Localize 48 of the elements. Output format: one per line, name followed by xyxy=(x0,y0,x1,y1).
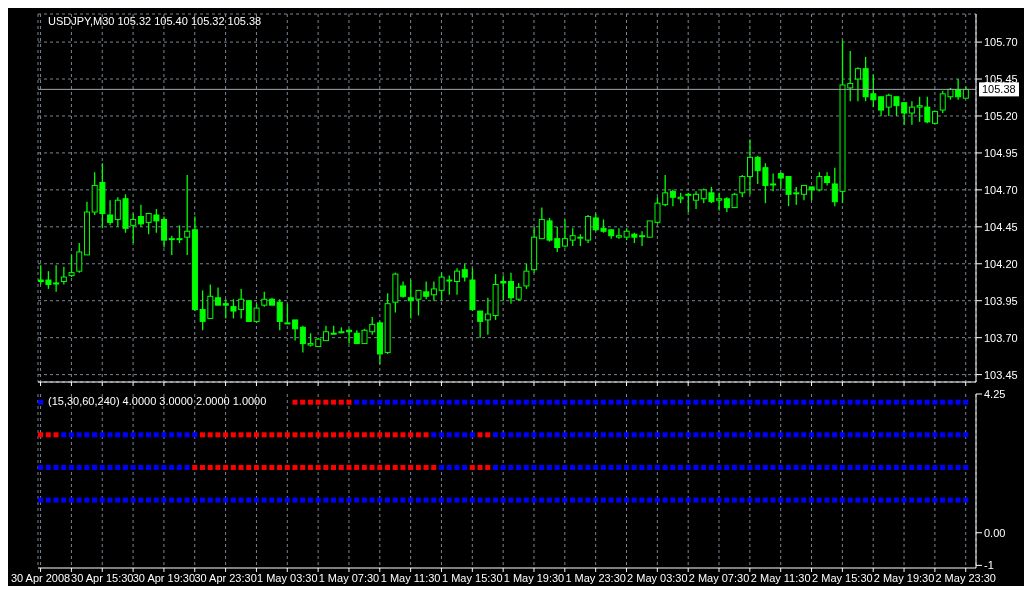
x-tick-label: 30 Apr 2008 xyxy=(10,571,71,584)
y-tick-label: 105.70 xyxy=(984,35,1018,48)
x-tick-label: 1 May 11:30 xyxy=(380,571,441,584)
candlestick xyxy=(68,254,75,278)
chart-title: (15,30,60,240) 4.0000 3.0000 2.0000 1.0000 xyxy=(48,395,267,407)
candlestick xyxy=(561,218,568,249)
x-tick-label: 1 May 07:30 xyxy=(318,571,380,584)
candlestick xyxy=(500,274,507,302)
x-tick-label: 1 May 03:30 xyxy=(257,571,318,584)
y-tick-label: 104.70 xyxy=(984,183,1018,196)
x-tick-label: 2 May 23:30 xyxy=(935,571,996,584)
candlestick xyxy=(739,174,746,198)
y-tick-label: 103.45 xyxy=(984,368,1018,381)
x-tick-label: 2 May 03:30 xyxy=(627,571,688,584)
candlestick xyxy=(685,192,692,213)
ref-line-label: 105.38 xyxy=(982,83,1016,96)
y-tick-label: 103.95 xyxy=(984,294,1018,307)
x-tick-label: 2 May 07:30 xyxy=(688,571,750,584)
chart-title: USDJPY,M30 105.32 105.40 105.32 105.38 xyxy=(48,15,262,27)
candlestick xyxy=(222,298,229,320)
x-tick-label: 1 May 23:30 xyxy=(565,571,626,584)
x-tick-label: 2 May 15:30 xyxy=(812,571,873,584)
x-tick-label: 1 May 15:30 xyxy=(442,571,503,584)
candlestick xyxy=(508,271,514,305)
candlestick xyxy=(107,199,114,226)
y-tick-label: 104.45 xyxy=(984,220,1018,233)
y-tick-label: 4.25 xyxy=(984,387,1006,400)
candlestick xyxy=(76,242,83,274)
candlestick xyxy=(747,138,753,195)
y-tick-label: 105.20 xyxy=(984,109,1018,122)
candlestick xyxy=(454,267,461,296)
candlestick xyxy=(477,310,484,339)
candlestick xyxy=(184,174,191,256)
x-tick-label: 2 May 11:30 xyxy=(750,571,811,584)
y-tick-label: 104.95 xyxy=(984,146,1018,159)
y-tick-label: 104.20 xyxy=(984,257,1018,270)
x-tick-label: 30 Apr 19:30 xyxy=(132,571,196,584)
x-tick-label: 2 May 19:30 xyxy=(873,571,935,584)
y-tick-label: -1 xyxy=(984,559,994,572)
y-tick-label: 105.45 xyxy=(984,72,1018,85)
y-tick-label: 0.00 xyxy=(984,526,1006,539)
candlestick xyxy=(693,190,700,210)
x-tick-label: 30 Apr 15:30 xyxy=(71,571,134,584)
candlestick xyxy=(523,263,530,290)
x-tick-label: 1 May 19:30 xyxy=(503,571,565,584)
y-tick-label: 103.70 xyxy=(984,331,1018,344)
x-tick-label: 30 Apr 23:30 xyxy=(194,571,257,584)
candlestick xyxy=(276,298,283,331)
